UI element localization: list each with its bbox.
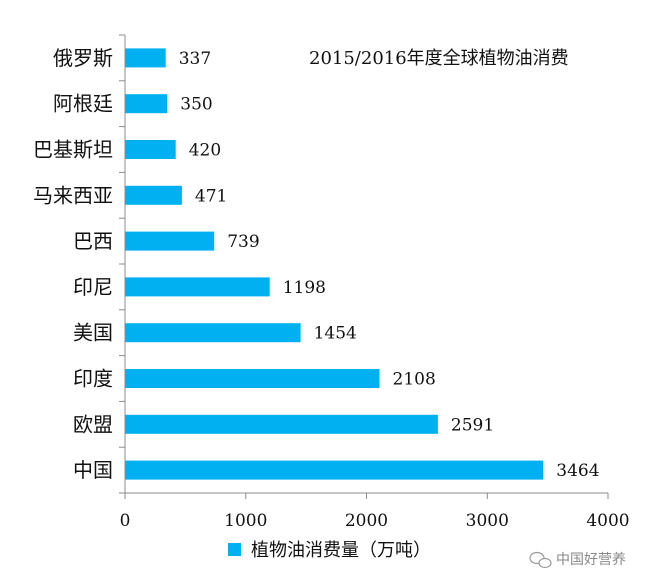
category-label: 俄罗斯	[53, 46, 113, 70]
axes-layer	[119, 34, 609, 499]
category-label: 欧盟	[73, 412, 113, 436]
watermark: 中国好营养	[529, 551, 626, 569]
category-label: 马来西亚	[33, 183, 113, 207]
bar	[125, 460, 544, 480]
bar	[125, 48, 166, 68]
data-label: 420	[189, 141, 221, 161]
category-label: 中国	[73, 458, 113, 482]
x-tick-label: 1000	[224, 511, 267, 531]
bar	[125, 369, 380, 388]
category-label: 巴基斯坦	[33, 138, 113, 162]
watermark-text: 中国好营养	[556, 552, 626, 568]
legend-swatch	[228, 543, 241, 556]
wechat-icon	[529, 551, 552, 569]
bar	[125, 414, 438, 434]
x-tick-label: 2000	[345, 511, 388, 531]
data-label: 1454	[314, 324, 357, 344]
data-label: 3464	[556, 461, 599, 481]
x-tick-label: 3000	[466, 511, 509, 531]
legend-label: 植物油消费量（万吨）	[251, 540, 431, 561]
bars-layer	[125, 48, 544, 480]
labels-layer: 3464 中国 2591 欧盟 2108 印度 1454 美国 1198 印尼 739 巴西 471 马来…	[33, 46, 630, 531]
bar	[125, 231, 215, 251]
data-label: 471	[195, 186, 227, 206]
data-label: 2108	[393, 370, 436, 390]
chart-title: 2015/2016年度全球植物油消费	[309, 48, 569, 69]
category-label: 美国	[73, 321, 113, 345]
category-label: 巴西	[73, 229, 113, 253]
data-label: 337	[179, 49, 211, 69]
x-tick-label: 0	[120, 511, 131, 531]
data-label: 739	[227, 232, 259, 252]
bar	[125, 94, 168, 114]
legend: 植物油消费量（万吨）	[228, 540, 431, 561]
bar	[125, 140, 176, 159]
data-label: 2591	[451, 415, 494, 435]
bar	[125, 185, 182, 205]
bar	[125, 277, 270, 297]
category-label: 印度	[73, 367, 113, 391]
data-label: 1198	[283, 278, 326, 298]
data-label: 350	[180, 95, 212, 115]
category-label: 阿根廷	[53, 92, 113, 116]
category-label: 印尼	[73, 275, 113, 299]
bar	[125, 323, 301, 343]
x-tick-label: 4000	[586, 511, 629, 531]
